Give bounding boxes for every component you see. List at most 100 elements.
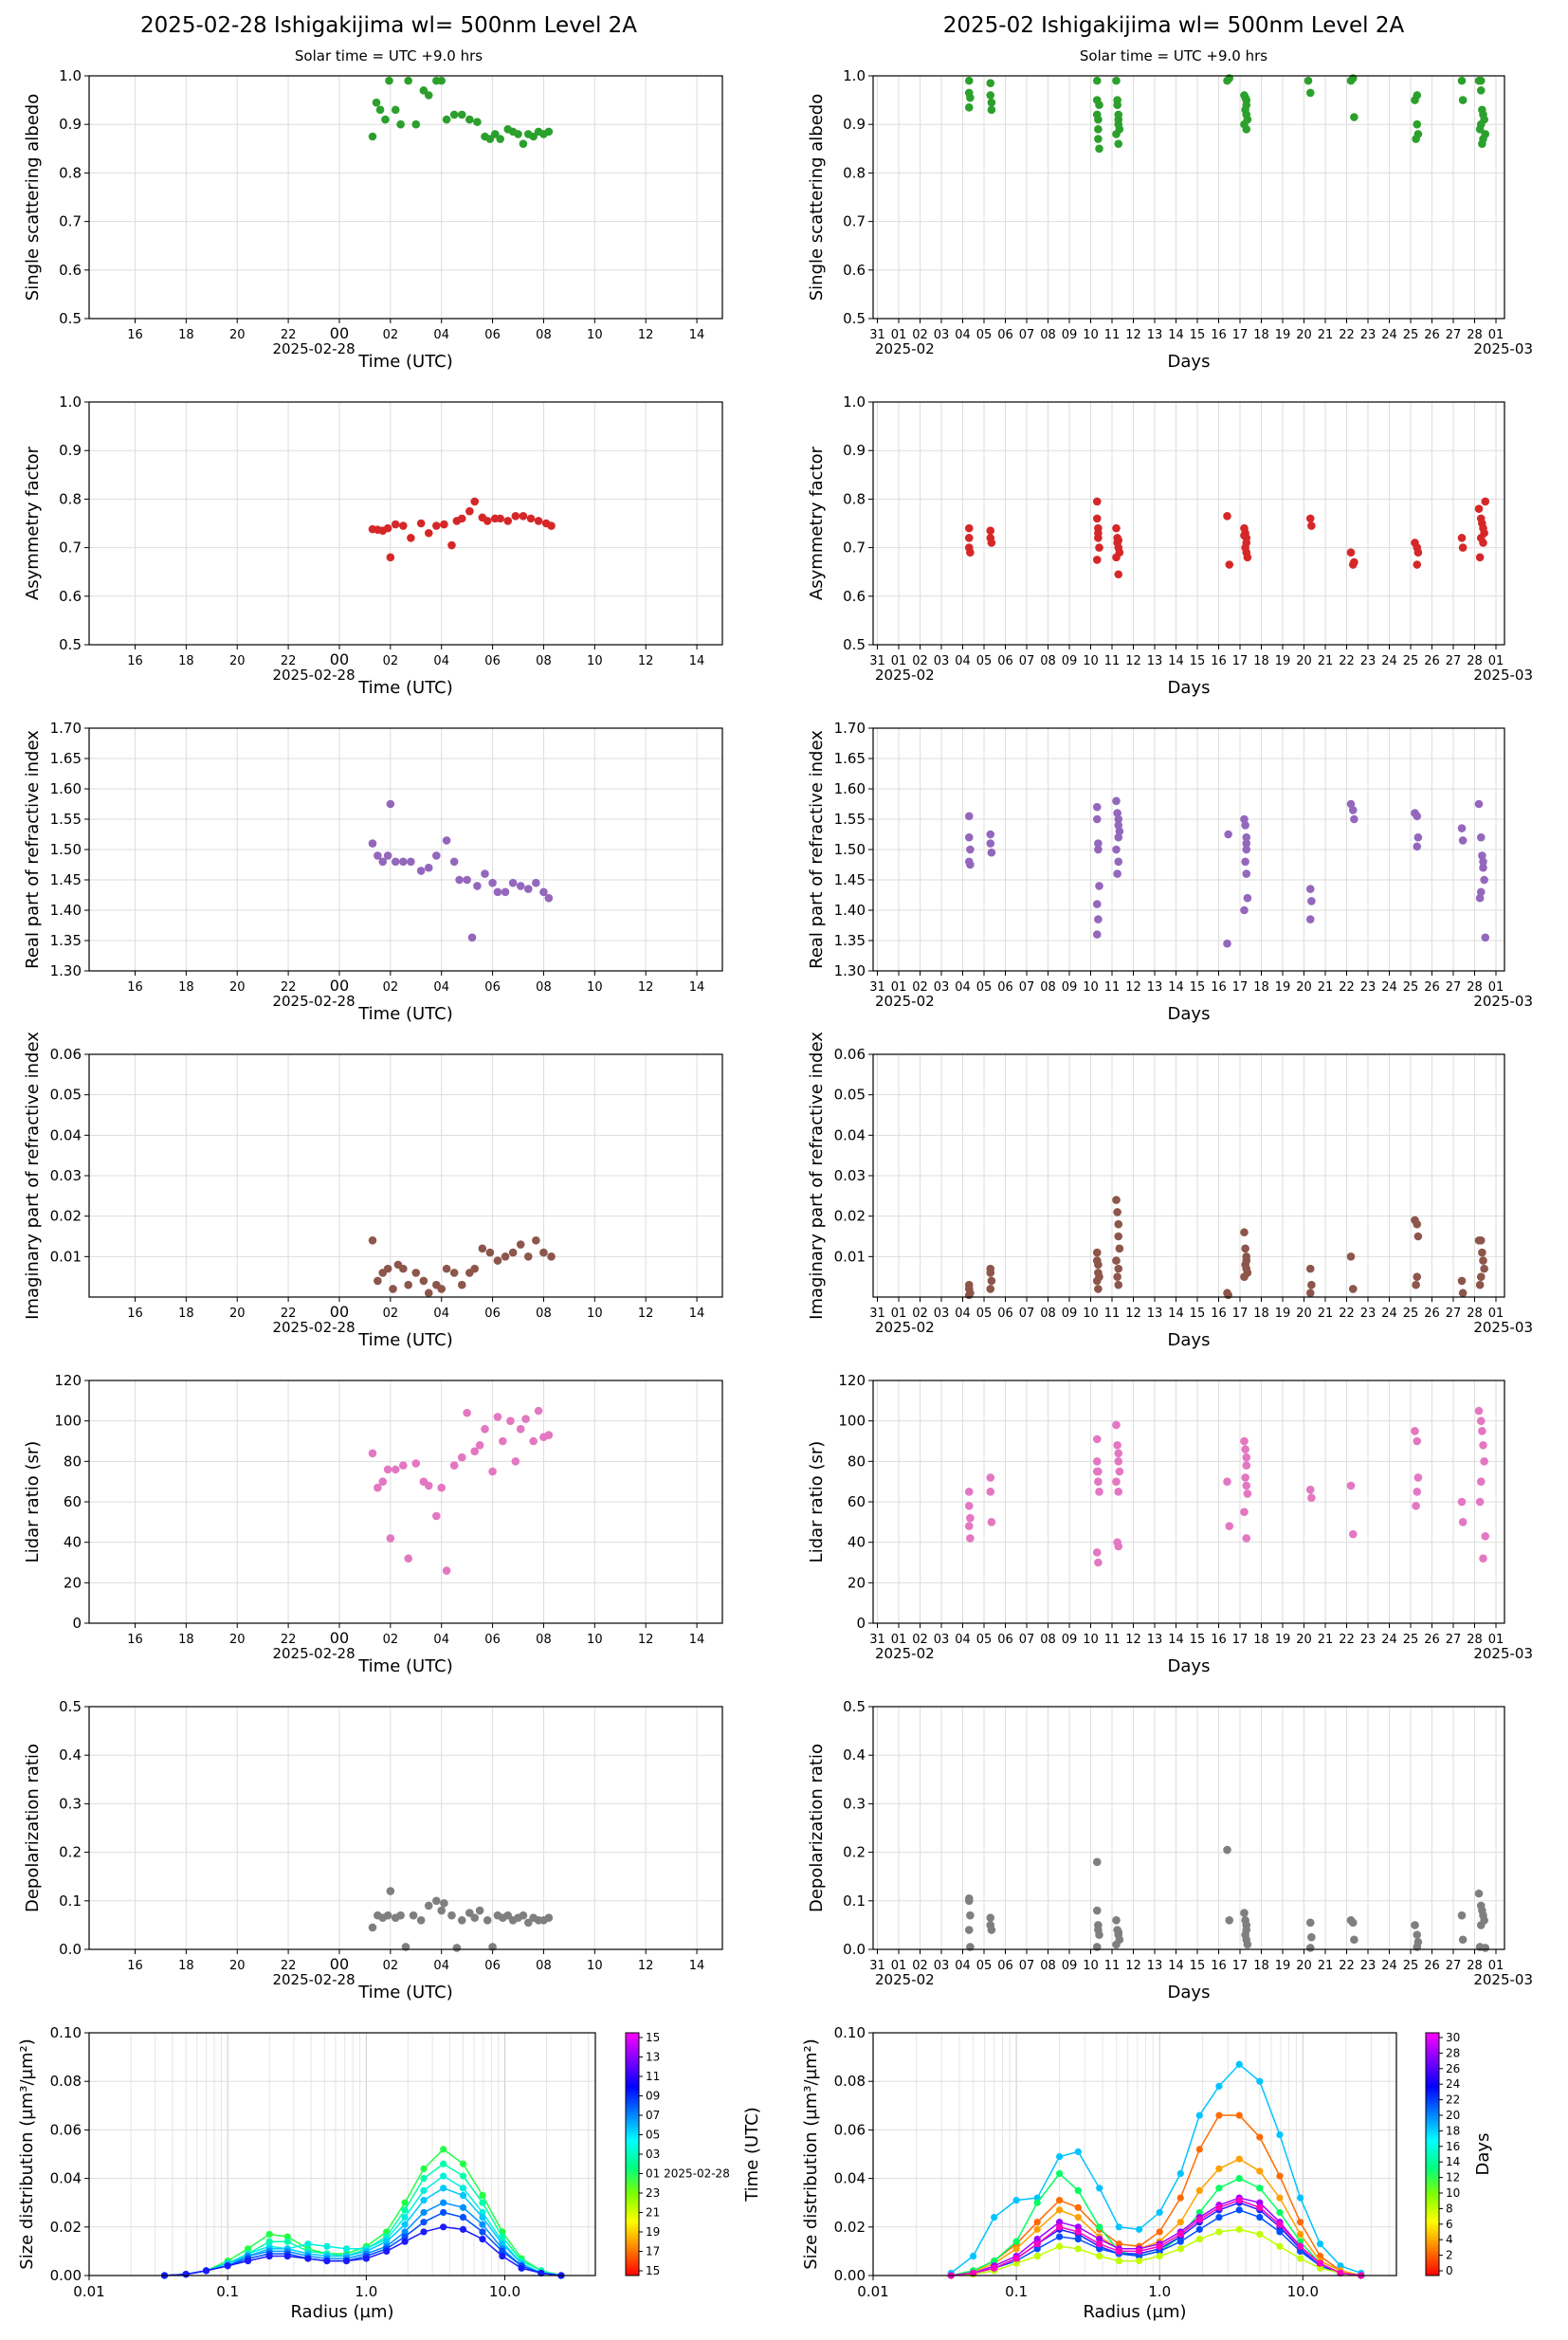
lidar_month-point bbox=[1114, 1542, 1123, 1551]
psd_month-series-point bbox=[1235, 2155, 1243, 2163]
asym_month-xtick-label: 31 bbox=[869, 654, 885, 668]
psd_month-cbar-tick-label: 6 bbox=[1446, 2218, 1453, 2231]
lidar_month-xtick-label: 19 bbox=[1275, 1633, 1291, 1647]
asym_day-ytick-label: 0.8 bbox=[59, 490, 82, 507]
depol_day-point bbox=[452, 1944, 462, 1952]
psd_day-series-point bbox=[283, 2233, 291, 2240]
imag_month-frame bbox=[872, 1053, 1505, 1298]
albedo_day-point bbox=[544, 127, 554, 137]
depol_day-xtick-label: 08 bbox=[536, 1959, 552, 1973]
psd_month-series-point bbox=[1012, 2238, 1020, 2245]
lidar_month-point bbox=[964, 1488, 974, 1496]
real_month-xtick-label: 05 bbox=[976, 980, 993, 995]
asym_day-point bbox=[534, 517, 543, 525]
psd_month-series-point bbox=[1256, 2203, 1264, 2211]
psd_month-series-point bbox=[1256, 2213, 1264, 2221]
psd_day-series-point bbox=[459, 2160, 467, 2167]
imag_month-point bbox=[1458, 1289, 1468, 1298]
lidar_month-xtick-label: 26 bbox=[1424, 1633, 1440, 1647]
real_month-point bbox=[1242, 839, 1251, 848]
real_day-point bbox=[467, 933, 477, 942]
lidar_day-xtick-label: 10 bbox=[587, 1633, 603, 1647]
real_day-xtick-label: 22 bbox=[281, 980, 297, 995]
real_day-ytick-label: 1.50 bbox=[50, 841, 82, 858]
asym_month-point bbox=[1223, 512, 1231, 521]
albedo_month-xtick-label: 27 bbox=[1446, 328, 1462, 342]
depol_day-xtick-label: 10 bbox=[587, 1959, 603, 1973]
lidar_month-xtick-label: 06 bbox=[997, 1633, 1013, 1647]
asym_month-point bbox=[1092, 497, 1102, 506]
psd_day-series-point bbox=[342, 2245, 351, 2253]
real_month-point bbox=[1114, 814, 1123, 824]
lidar_month-point bbox=[1115, 1467, 1124, 1476]
imag_month-xtick-label: 14 bbox=[1168, 1307, 1184, 1321]
imag_month-ytick-label: 0.02 bbox=[834, 1208, 866, 1225]
asym_month-point bbox=[1479, 539, 1487, 547]
asym_month-xtick-label: 01 bbox=[1488, 654, 1504, 668]
real_day-ytick-label: 1.35 bbox=[50, 932, 82, 949]
asym_month-xtick-label: 11 bbox=[1104, 654, 1121, 668]
albedo_day-point bbox=[381, 115, 390, 124]
psd_month-series-point bbox=[1256, 2133, 1264, 2141]
imag_day-xtick-label: 14 bbox=[689, 1307, 705, 1321]
psd_month-xtick-label: 10.0 bbox=[1287, 2283, 1319, 2300]
lidar_month-point bbox=[1241, 1473, 1249, 1482]
depol_month-xtick-label: 12 bbox=[1125, 1959, 1141, 1973]
lidar_month-point bbox=[1242, 1461, 1251, 1470]
albedo_month-ytick-label: 0.9 bbox=[843, 116, 866, 133]
depol_month-point bbox=[1225, 1915, 1234, 1925]
psd_day-ytick-label: 0.06 bbox=[50, 2121, 82, 2138]
imag_month-xtick-label: 25 bbox=[1403, 1307, 1419, 1321]
depol_month-ytick-label: 0.3 bbox=[843, 1795, 866, 1812]
psd_month-ytick-label: 0.02 bbox=[834, 2219, 866, 2236]
albedo_month-point bbox=[1112, 130, 1121, 138]
real_month-point bbox=[1095, 882, 1103, 890]
depol_month-xtick-label: 25 bbox=[1403, 1959, 1419, 1973]
psd_day-series-point bbox=[440, 2208, 447, 2217]
real_day-point bbox=[386, 799, 395, 809]
psd_day-series-point bbox=[479, 2213, 486, 2221]
albedo_month-xtick-label: 01 bbox=[891, 328, 907, 342]
asym_day-point bbox=[447, 540, 456, 550]
real_day-point bbox=[383, 851, 392, 860]
real_month-xtick-label: 27 bbox=[1446, 980, 1462, 995]
asym_month-xtick-label: 10 bbox=[1083, 654, 1099, 668]
albedo_month-xtick-label: 17 bbox=[1232, 328, 1249, 342]
depol_day-xtick-label: 22 bbox=[281, 1959, 297, 1973]
lidar_month-point bbox=[1241, 1445, 1249, 1453]
psd_month-series-point bbox=[1055, 2152, 1064, 2161]
depol_day-xtick-label: 12 bbox=[638, 1959, 654, 1973]
lidar_month-point bbox=[1480, 1457, 1488, 1466]
depol_month-frame bbox=[872, 1706, 1505, 1950]
asym_day-xtick-label: 02 bbox=[383, 654, 399, 668]
depol_month-xtick-label: 01 bbox=[891, 1959, 907, 1973]
lidar_day-point bbox=[391, 1465, 400, 1474]
depol_month-point bbox=[1457, 1910, 1467, 1920]
real_month-point bbox=[1223, 939, 1231, 948]
depol_day-point bbox=[483, 1915, 492, 1925]
albedo_month-xtick-label: 31 bbox=[869, 328, 885, 342]
real_month-ytick-label: 1.30 bbox=[834, 962, 866, 979]
imag_month-point bbox=[1113, 1208, 1121, 1216]
albedo_month-point bbox=[1094, 115, 1103, 124]
real_day-xtick-label: 16 bbox=[127, 980, 143, 995]
psd_month-series-point bbox=[1235, 2225, 1243, 2233]
psd_month-series-point bbox=[1297, 2255, 1304, 2262]
lidar_day-point bbox=[424, 1481, 433, 1490]
asym_month-ylabel: Asymmetry factor bbox=[807, 446, 827, 600]
imag_month-point bbox=[1240, 1272, 1249, 1281]
depol_day-frame bbox=[88, 1706, 723, 1950]
asym_month-point bbox=[964, 543, 974, 552]
real_month-point bbox=[1458, 836, 1468, 845]
real_month-point bbox=[966, 845, 975, 854]
psd_month-series-point bbox=[1297, 2194, 1304, 2202]
asym_month-xtick-label: 07 bbox=[1019, 654, 1035, 668]
lidar_day-point bbox=[534, 1406, 543, 1416]
lidar_day-point bbox=[521, 1415, 530, 1423]
lidar_day-point bbox=[516, 1424, 525, 1434]
lidar_month-point bbox=[1094, 1558, 1103, 1567]
albedo_month-xtick-label: 23 bbox=[1360, 328, 1377, 342]
imag_day-xtick-label: 12 bbox=[638, 1307, 654, 1321]
depol_month-point bbox=[1413, 1930, 1422, 1939]
asym_month-xtick-label: 14 bbox=[1168, 654, 1184, 668]
